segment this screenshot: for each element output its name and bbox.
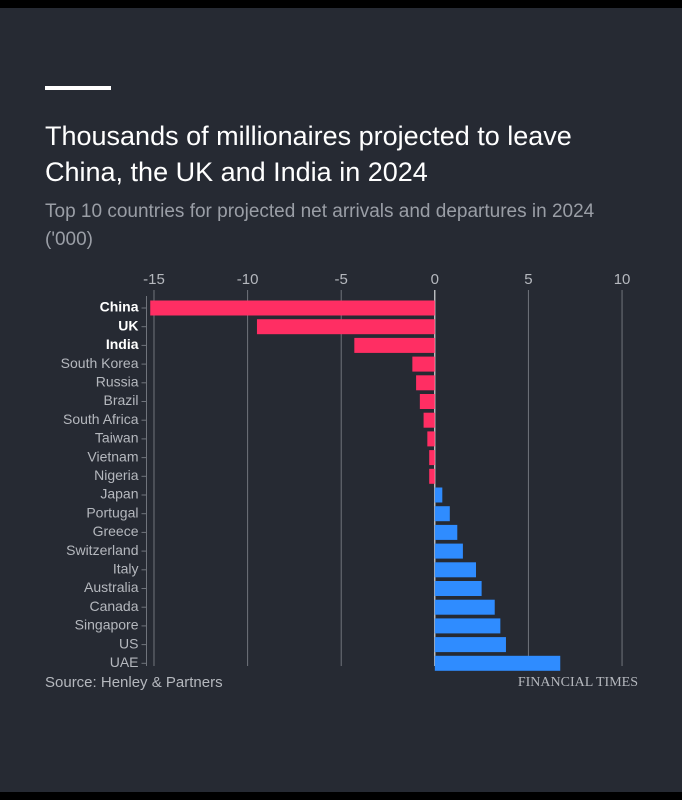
bar — [434, 506, 450, 522]
y-tick-label: Nigeria — [94, 467, 139, 483]
y-tick-label: UAE — [110, 654, 139, 670]
brand: FINANCIAL TIMES — [517, 675, 638, 690]
y-tick-label: US — [119, 635, 138, 651]
y-tick-label: Vietnam — [87, 448, 138, 464]
y-tick-label: UK — [118, 317, 138, 333]
bar — [419, 394, 435, 409]
y-tick-label: Taiwan — [95, 430, 139, 446]
x-tick-label: 5 — [524, 271, 532, 288]
y-tick-label: South Korea — [61, 355, 139, 371]
source: Source: Henley & Partners — [45, 674, 223, 691]
bar — [429, 450, 435, 466]
bar — [434, 655, 561, 671]
bar — [150, 300, 435, 316]
y-tick-label: Italy — [113, 561, 139, 577]
x-tick-label: 0 — [431, 271, 439, 288]
x-tick-label: -15 — [143, 271, 165, 288]
bar — [434, 618, 501, 634]
decorative-rule — [45, 86, 111, 90]
bar — [416, 375, 435, 391]
chart-title: Thousands of millionaires projected to l… — [45, 121, 572, 187]
bar — [256, 319, 435, 335]
bar — [427, 431, 435, 447]
bar — [434, 637, 506, 653]
x-tick-label: 10 — [614, 271, 631, 288]
y-tick-label: India — [106, 336, 139, 352]
bar — [423, 412, 435, 428]
y-tick-label: Japan — [100, 486, 138, 502]
y-tick-label: Russia — [96, 374, 139, 390]
card: Thousands of millionaires projected to l… — [0, 8, 682, 792]
bar — [412, 356, 435, 372]
bar — [434, 599, 495, 615]
bar — [434, 524, 458, 540]
y-tick-label: Brazil — [103, 392, 138, 408]
x-tick-label: -5 — [335, 271, 348, 288]
y-tick-label: Switzerland — [66, 542, 138, 558]
y-tick-label: Australia — [84, 579, 139, 595]
y-tick-label: Canada — [89, 598, 138, 614]
y-tick-label: Singapore — [75, 617, 139, 633]
y-tick-label: South Africa — [63, 411, 139, 427]
chart: -15 -10 -5 0 5 10 China UK India South Korea Russi… — [61, 271, 631, 671]
y-tick-label: Portugal — [86, 504, 138, 520]
bar — [429, 468, 435, 484]
bar — [434, 562, 477, 578]
bar — [434, 543, 463, 559]
bar — [434, 581, 482, 596]
y-tick-label: China — [100, 299, 139, 315]
bar — [354, 337, 435, 353]
x-tick-label: -10 — [237, 271, 259, 288]
y-tick-label: Greece — [93, 523, 139, 539]
bar — [434, 487, 443, 503]
chart-subtitle: Top 10 countries for projected net arriv… — [45, 201, 595, 250]
